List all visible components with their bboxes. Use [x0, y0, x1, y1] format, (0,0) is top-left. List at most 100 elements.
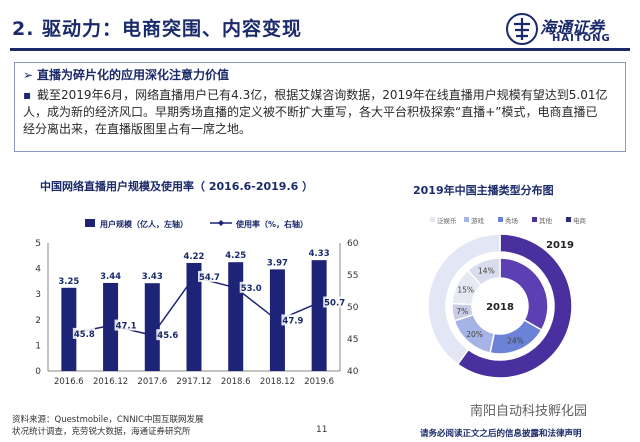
line-value-label: 45.6 — [156, 329, 178, 341]
legend-line-label: 使用率（%，右轴） — [235, 219, 308, 229]
bar — [144, 283, 160, 371]
arrow-bullet-icon: ➢ — [23, 68, 34, 82]
bar-value-label: 3.25 — [58, 277, 79, 287]
line-label-bg — [239, 281, 262, 293]
line-label-text: 47.1 — [116, 322, 137, 332]
outer-ring-slice — [456, 233, 573, 379]
line-label-bg — [156, 329, 179, 341]
chart-legend: 用户规模（亿人，左轴） 使用率（%，右轴） — [85, 219, 308, 229]
left-tick-label: 2 — [35, 316, 41, 326]
line-label-text: 50.7 — [324, 299, 345, 309]
donut-legend-swatch — [464, 217, 469, 222]
source-note: 资料来源：Questmobile，CNNIC中国互联网发展 状况统计调查，克劳锐… — [12, 414, 204, 438]
bar — [311, 260, 327, 371]
outer-ring-label: 2019 — [546, 240, 574, 251]
bar-value-label: 3.44 — [100, 272, 121, 282]
left-tick-label: 3 — [35, 290, 41, 300]
bar-value-label: 3.97 — [267, 258, 288, 268]
x-tick-label: 2016.12 — [93, 377, 128, 387]
donut-slice-label: 7% — [456, 307, 468, 316]
donut-slice-label: 15% — [457, 286, 474, 295]
line-point — [148, 331, 156, 339]
left-tick-label: 1 — [35, 341, 41, 351]
line-label-bg — [72, 327, 95, 339]
line-value-label: 53.0 — [239, 281, 262, 294]
legend-line-marker — [218, 220, 224, 226]
donut-legend-swatch — [532, 217, 537, 222]
right-tick-label: 40 — [347, 367, 359, 377]
bar-value-label: 4.22 — [184, 252, 205, 262]
logo-cn: 海通证券 — [540, 18, 605, 37]
x-tick-label: 2019.6 — [304, 377, 334, 387]
bar — [228, 262, 244, 371]
line-label-text: 45.6 — [157, 331, 178, 341]
left-tick-label: 4 — [35, 265, 41, 275]
right-tick-label: 55 — [347, 271, 358, 281]
summary-body: 截至2019年6月，网络直播用户已有4.3亿，根据艾媒咨询数据，2019年在线直… — [23, 88, 608, 136]
watermark-text: 南阳自动科技孵化园 — [470, 404, 588, 419]
line-point — [273, 316, 281, 324]
donut-legend-swatch — [498, 217, 503, 222]
right-tick-label: 60 — [347, 239, 359, 249]
line-label-bg — [281, 314, 304, 326]
x-tick-label: 2016.6 — [54, 377, 84, 387]
line-label-text: 47.9 — [282, 316, 303, 326]
line-point — [315, 299, 323, 307]
line-value-label: 50.7 — [323, 296, 346, 309]
donut-legend-swatch — [430, 217, 435, 222]
bar-chart-title: 中国网络直播用户规模及使用率（ 2016.6-2019.6 ） — [40, 180, 314, 193]
line-value-label: 47.1 — [114, 319, 137, 332]
logo-en: HAITONG — [552, 33, 611, 44]
inner-ring-label: 2018 — [486, 302, 514, 313]
legend-bar-label: 用户规模（亿人，左轴） — [99, 219, 188, 229]
inner-ring-slice — [466, 257, 501, 287]
donut-legend-label: 秀场 — [505, 216, 519, 225]
line-point — [232, 284, 240, 292]
right-tick-label: 45 — [347, 335, 358, 345]
line-label-text: 54.7 — [199, 273, 220, 283]
source-line-2: 状况统计调查，克劳锐大数据，海通证券研究所 — [12, 427, 191, 437]
bar-value-label: 4.33 — [309, 249, 330, 259]
bar-value-label: 3.43 — [142, 272, 163, 282]
donut-legend-label: 电商 — [573, 216, 587, 225]
donut-legend-label: 泛娱乐 — [437, 216, 457, 225]
left-tick-label: 5 — [35, 239, 41, 249]
x-tick-label: 2017.6 — [137, 377, 167, 387]
x-tick-label: 2917.12 — [176, 377, 211, 387]
outer-ring-slice — [427, 233, 501, 366]
x-tick-label: 2018.6 — [221, 377, 251, 387]
donut-slice-label: 14% — [478, 267, 495, 276]
page-number: 11 — [316, 425, 328, 435]
streamer-type-donut: 泛娱乐 游戏 秀场 其他 电商 24% 20% 7% 15% 14% 2018 2019 — [427, 216, 587, 379]
donut-chart-title: 2019年中国主播类型分布图 — [413, 184, 554, 197]
line-value-label: 47.9 — [281, 314, 303, 326]
line-label-bg — [323, 296, 346, 308]
bar-value-label: 4.25 — [225, 251, 246, 261]
line-point — [65, 330, 73, 338]
line-label-text: 53.0 — [241, 284, 262, 294]
legend-bar-swatch — [85, 219, 95, 227]
donut-legend-label: 游戏 — [471, 216, 485, 225]
line-point — [107, 322, 115, 330]
summary-heading-row: ➢ 直播为碎片化的应用深化注意力价值 — [23, 67, 229, 84]
right-tick-label: 50 — [347, 303, 359, 313]
summary-heading: 直播为碎片化的应用深化注意力价值 — [37, 68, 230, 82]
donut-slice-label: 24% — [507, 337, 524, 346]
page-title: 2. 驱动力：电商突围、内容变现 — [12, 18, 303, 40]
summary-box: ➢ 直播为碎片化的应用深化注意力价值 ▪ 截至2019年6月，网络直播用户已有4.3… — [14, 62, 626, 152]
disclaimer-text: 请务必阅读正文之后的信息披露和法律声明 — [420, 429, 582, 439]
line-value-label: 54.7 — [198, 270, 220, 283]
summary-body-row: ▪ 截至2019年6月，网络直播用户已有4.3亿，根据艾媒咨询数据，2019年在线… — [23, 87, 608, 138]
line-label-text: 45.8 — [74, 330, 95, 340]
title-divider — [10, 48, 630, 51]
line-point — [190, 273, 198, 281]
line-label-bg — [114, 319, 137, 331]
donut-legend-swatch — [566, 217, 571, 222]
users-combo-chart: 用户规模（亿人，左轴） 使用率（%，右轴） 012345404550556020… — [35, 219, 359, 387]
donut-legend-label: 其他 — [539, 216, 553, 225]
source-line-1: 资料来源：Questmobile，CNNIC中国互联网发展 — [12, 415, 204, 425]
x-tick-label: 2018.12 — [260, 377, 295, 387]
bar — [61, 287, 77, 371]
line-value-label: 45.8 — [72, 327, 95, 340]
donut-slice-label: 20% — [466, 330, 483, 339]
